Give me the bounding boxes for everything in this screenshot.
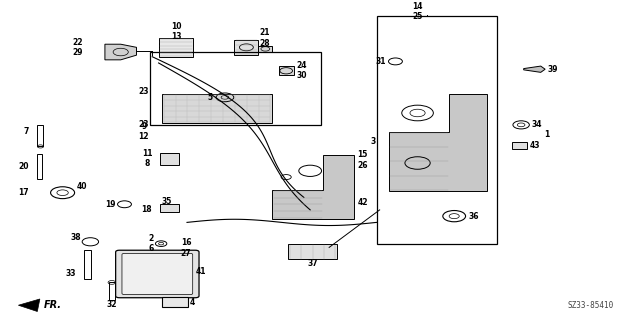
FancyBboxPatch shape [122, 253, 192, 295]
Polygon shape [523, 66, 545, 72]
Polygon shape [258, 46, 272, 52]
Bar [159, 38, 193, 57]
Text: 5: 5 [207, 93, 212, 102]
Text: 20: 20 [18, 162, 29, 171]
Text: 43: 43 [529, 141, 540, 150]
Text: FR.: FR. [44, 300, 61, 310]
Bar [161, 153, 179, 164]
Text: 34: 34 [531, 120, 542, 129]
Text: 9
12: 9 12 [139, 122, 149, 141]
Text: 23: 23 [139, 87, 149, 96]
Text: 39: 39 [547, 65, 558, 74]
Text: 35: 35 [162, 197, 172, 206]
Text: 14
25: 14 25 [412, 2, 423, 21]
Bar [37, 125, 43, 147]
Text: 38: 38 [70, 233, 81, 242]
Bar [288, 244, 337, 259]
Text: 7: 7 [24, 127, 29, 136]
Text: 23: 23 [139, 120, 149, 129]
Bar [110, 282, 115, 300]
Text: 21
28: 21 28 [260, 28, 270, 48]
Text: 2
6: 2 6 [148, 234, 154, 253]
Text: 1: 1 [544, 130, 549, 140]
Bar [161, 204, 179, 212]
Bar [37, 154, 42, 179]
Polygon shape [18, 299, 40, 311]
Polygon shape [279, 66, 294, 76]
Text: 19: 19 [105, 200, 116, 209]
Text: 31: 31 [375, 57, 386, 66]
Text: 16
27: 16 27 [180, 238, 191, 258]
Bar [377, 16, 496, 244]
Text: 15
26: 15 26 [358, 150, 368, 170]
Text: 11
8: 11 8 [142, 149, 153, 168]
Polygon shape [272, 155, 354, 219]
Text: 37: 37 [308, 259, 318, 268]
Text: 36: 36 [468, 212, 479, 221]
Text: 40: 40 [77, 182, 87, 191]
Polygon shape [389, 94, 487, 191]
Text: 42: 42 [358, 197, 368, 207]
Text: 4: 4 [190, 298, 196, 307]
Text: 18: 18 [142, 205, 153, 214]
Polygon shape [162, 94, 272, 123]
Bar [512, 142, 527, 149]
Text: 22
29: 22 29 [72, 38, 83, 57]
Text: SZ33-85410: SZ33-85410 [567, 301, 613, 310]
FancyBboxPatch shape [116, 250, 199, 298]
Text: 33: 33 [66, 268, 77, 277]
Bar [234, 40, 258, 55]
Text: 10
13: 10 13 [171, 22, 182, 41]
Text: 3: 3 [370, 137, 376, 146]
Bar [84, 250, 91, 279]
Bar [151, 52, 321, 125]
Polygon shape [105, 44, 137, 60]
Text: 32: 32 [106, 300, 117, 309]
Bar [162, 297, 188, 308]
Text: 24
30: 24 30 [296, 61, 307, 81]
Text: 41: 41 [195, 267, 206, 276]
Text: 17: 17 [18, 188, 28, 197]
